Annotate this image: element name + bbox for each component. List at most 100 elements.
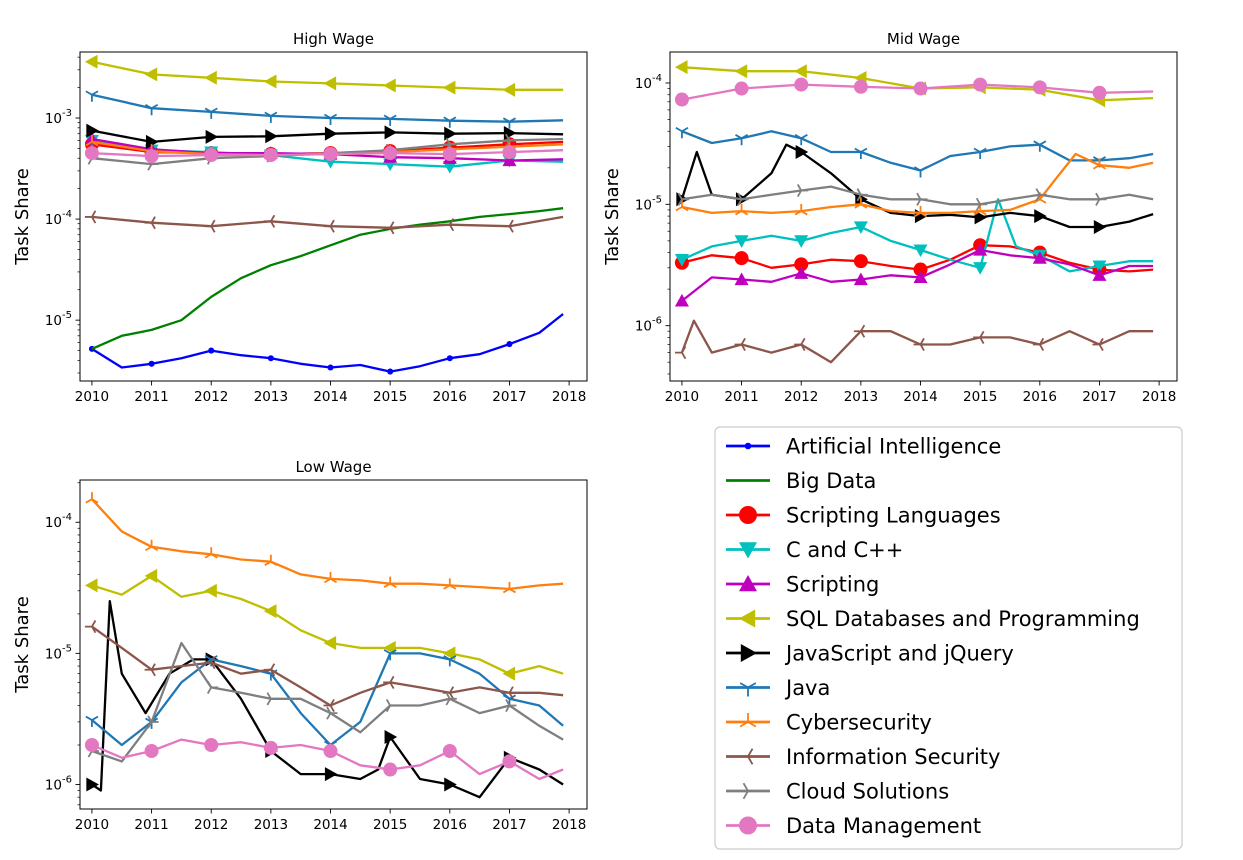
legend-label: Scripting Languages [786, 504, 1001, 528]
mid-wage-title: Mid Wage [887, 30, 960, 48]
legend-marker-scripting-languages [739, 506, 757, 524]
high-wage-point-javascript-and-jquery [145, 134, 159, 149]
low-wage-point-sql-databases-and-programming [84, 578, 98, 593]
low-wage-point-cybersecurity [443, 578, 457, 590]
low-wage-point-java [443, 655, 457, 667]
low-wage-point-javascript-and-jquery [324, 767, 338, 782]
mid-wage-xtick-label: 2012 [784, 389, 818, 405]
high-wage-point-information-security [383, 221, 395, 235]
mid-wage-point-data-management [913, 81, 928, 96]
mid-wage-point-scripting [674, 293, 689, 307]
mid-wage-point-information-security [674, 346, 687, 360]
mid-wage-xtick-label: 2015 [963, 389, 997, 405]
high-wage-point-javascript-and-jquery [324, 126, 338, 141]
mid-wage-point-information-security [734, 337, 746, 352]
high-wage-point-cloud-solutions [505, 133, 517, 147]
high-wage-point-java [383, 114, 397, 126]
low-wage-xtick-label: 2011 [134, 817, 168, 833]
legend-label: JavaScript and jQuery [784, 642, 1014, 666]
legend-item-data-management: Data Management [726, 814, 981, 838]
high-wage-point-data-management [204, 148, 219, 163]
mid-wage-point-scripting [1032, 251, 1047, 264]
low-wage-xtick-label: 2016 [433, 817, 467, 833]
mid-wage-point-scripting [734, 272, 749, 286]
low-wage-point-cloud-solutions [326, 706, 338, 720]
mid-wage-point-cybersecurity [854, 197, 868, 209]
mid-wage-xtick-label: 2017 [1082, 389, 1116, 405]
high-wage-point-java [85, 90, 99, 102]
mid-wage-ytick-label: 10-5 [635, 194, 662, 213]
low-wage-point-cloud-solutions [147, 715, 159, 729]
mid-wage-point-data-management [973, 77, 988, 92]
low-wage-ytick-label: 10-4 [45, 512, 72, 531]
low-wage-point-data-management [442, 744, 457, 759]
low-wage-point-sql-databases-and-programming [204, 583, 217, 598]
mid-wage-point-c-and-c- [674, 254, 689, 267]
high-wage-point-sql-databases-and-programming [144, 67, 158, 82]
high-wage-point-sql-databases-and-programming [204, 70, 217, 85]
low-wage-xtick-label: 2012 [194, 817, 228, 833]
high-wage-ytick-label: 10-5 [45, 310, 72, 329]
low-wage-xtick-label: 2010 [75, 817, 109, 833]
mid-wage-point-cybersecurity [913, 205, 928, 218]
low-wage-point-javascript-and-jquery [384, 730, 398, 745]
low-wage-point-cybersecurity [85, 492, 99, 504]
mid-wage-point-javascript-and-jquery [1034, 209, 1047, 224]
low-wage-frame [79, 479, 588, 810]
mid-wage-point-cybersecurity [735, 204, 749, 216]
legend-marker-data-management [739, 816, 757, 835]
mid-wage-point-sql-databases-and-programming [794, 64, 807, 79]
legend-marker-information-security [739, 748, 754, 765]
mid-wage-point-cybersecurity [794, 204, 808, 216]
high-wage-ylabel: Task Share [12, 168, 33, 266]
mid-wage-point-java [854, 147, 868, 159]
mid-wage-panel: Mid Wage Task Share 10-6 10-5 10-4 2010 2011 20… [602, 30, 1178, 405]
mid-wage-point-sql-databases-and-programming [674, 60, 688, 75]
high-wage-point-data-management [323, 147, 338, 162]
high-wage-xtick-label: 2015 [373, 389, 407, 405]
mid-wage-series-group [674, 60, 1154, 364]
legend-item-javascript-and-jquery: JavaScript and jQuery [726, 642, 1014, 666]
mid-wage-point-information-security [913, 337, 925, 352]
high-wage-series-group [84, 54, 564, 375]
mid-wage-point-scripting-languages [853, 254, 868, 269]
mid-wage-point-data-management [853, 79, 868, 94]
legend-label: Artificial Intelligence [786, 435, 1001, 459]
high-wage-point-scripting [502, 153, 517, 167]
mid-wage-line-information-security [680, 319, 1154, 364]
mid-wage-xtick-label: 2014 [903, 389, 937, 405]
legend-marker-sql-databases-and-programming [739, 609, 756, 628]
mid-wage-point-data-management [1092, 85, 1107, 100]
high-wage-xtick-label: 2016 [433, 389, 467, 405]
mid-wage-point-scripting [973, 243, 988, 256]
high-wage-ytick-label: 10-4 [45, 209, 72, 228]
high-wage-point-java [145, 103, 159, 116]
mid-wage-point-cloud-solutions [796, 183, 809, 198]
high-wage-point-javascript-and-jquery [384, 125, 398, 140]
legend-label: Java [784, 676, 830, 700]
mid-wage-point-javascript-and-jquery [795, 144, 809, 159]
low-wage-point-cloud-solutions [266, 692, 278, 706]
legend-label: Data Management [786, 814, 981, 838]
mid-wage-point-information-security [794, 337, 806, 352]
mid-wage-point-data-management [734, 81, 749, 96]
mid-wage-point-c-and-c- [913, 244, 928, 258]
high-wage-xtick-label: 2014 [313, 389, 347, 405]
high-wage-frame [79, 51, 588, 382]
mid-wage-point-cloud-solutions [1095, 192, 1107, 206]
mid-wage-point-cybersecurity [675, 200, 689, 212]
low-wage-point-information-security [263, 663, 276, 677]
legend-frame [714, 426, 1183, 850]
low-wage-point-sql-databases-and-programming [502, 666, 516, 681]
mid-wage-point-sql-databases-and-programming [734, 64, 748, 79]
high-wage-point-sql-databases-and-programming [442, 80, 456, 95]
high-wage-point-artificial-intelligence [148, 360, 155, 367]
mid-wage-point-cloud-solutions [916, 192, 928, 206]
legend-label: Information Security [786, 745, 1000, 769]
low-wage-xtick-label: 2014 [313, 817, 347, 833]
mid-wage-point-java [794, 134, 808, 146]
high-wage-point-information-security [502, 219, 514, 233]
high-wage-point-sql-databases-and-programming [263, 74, 277, 89]
mid-wage-point-scripting [913, 270, 928, 283]
